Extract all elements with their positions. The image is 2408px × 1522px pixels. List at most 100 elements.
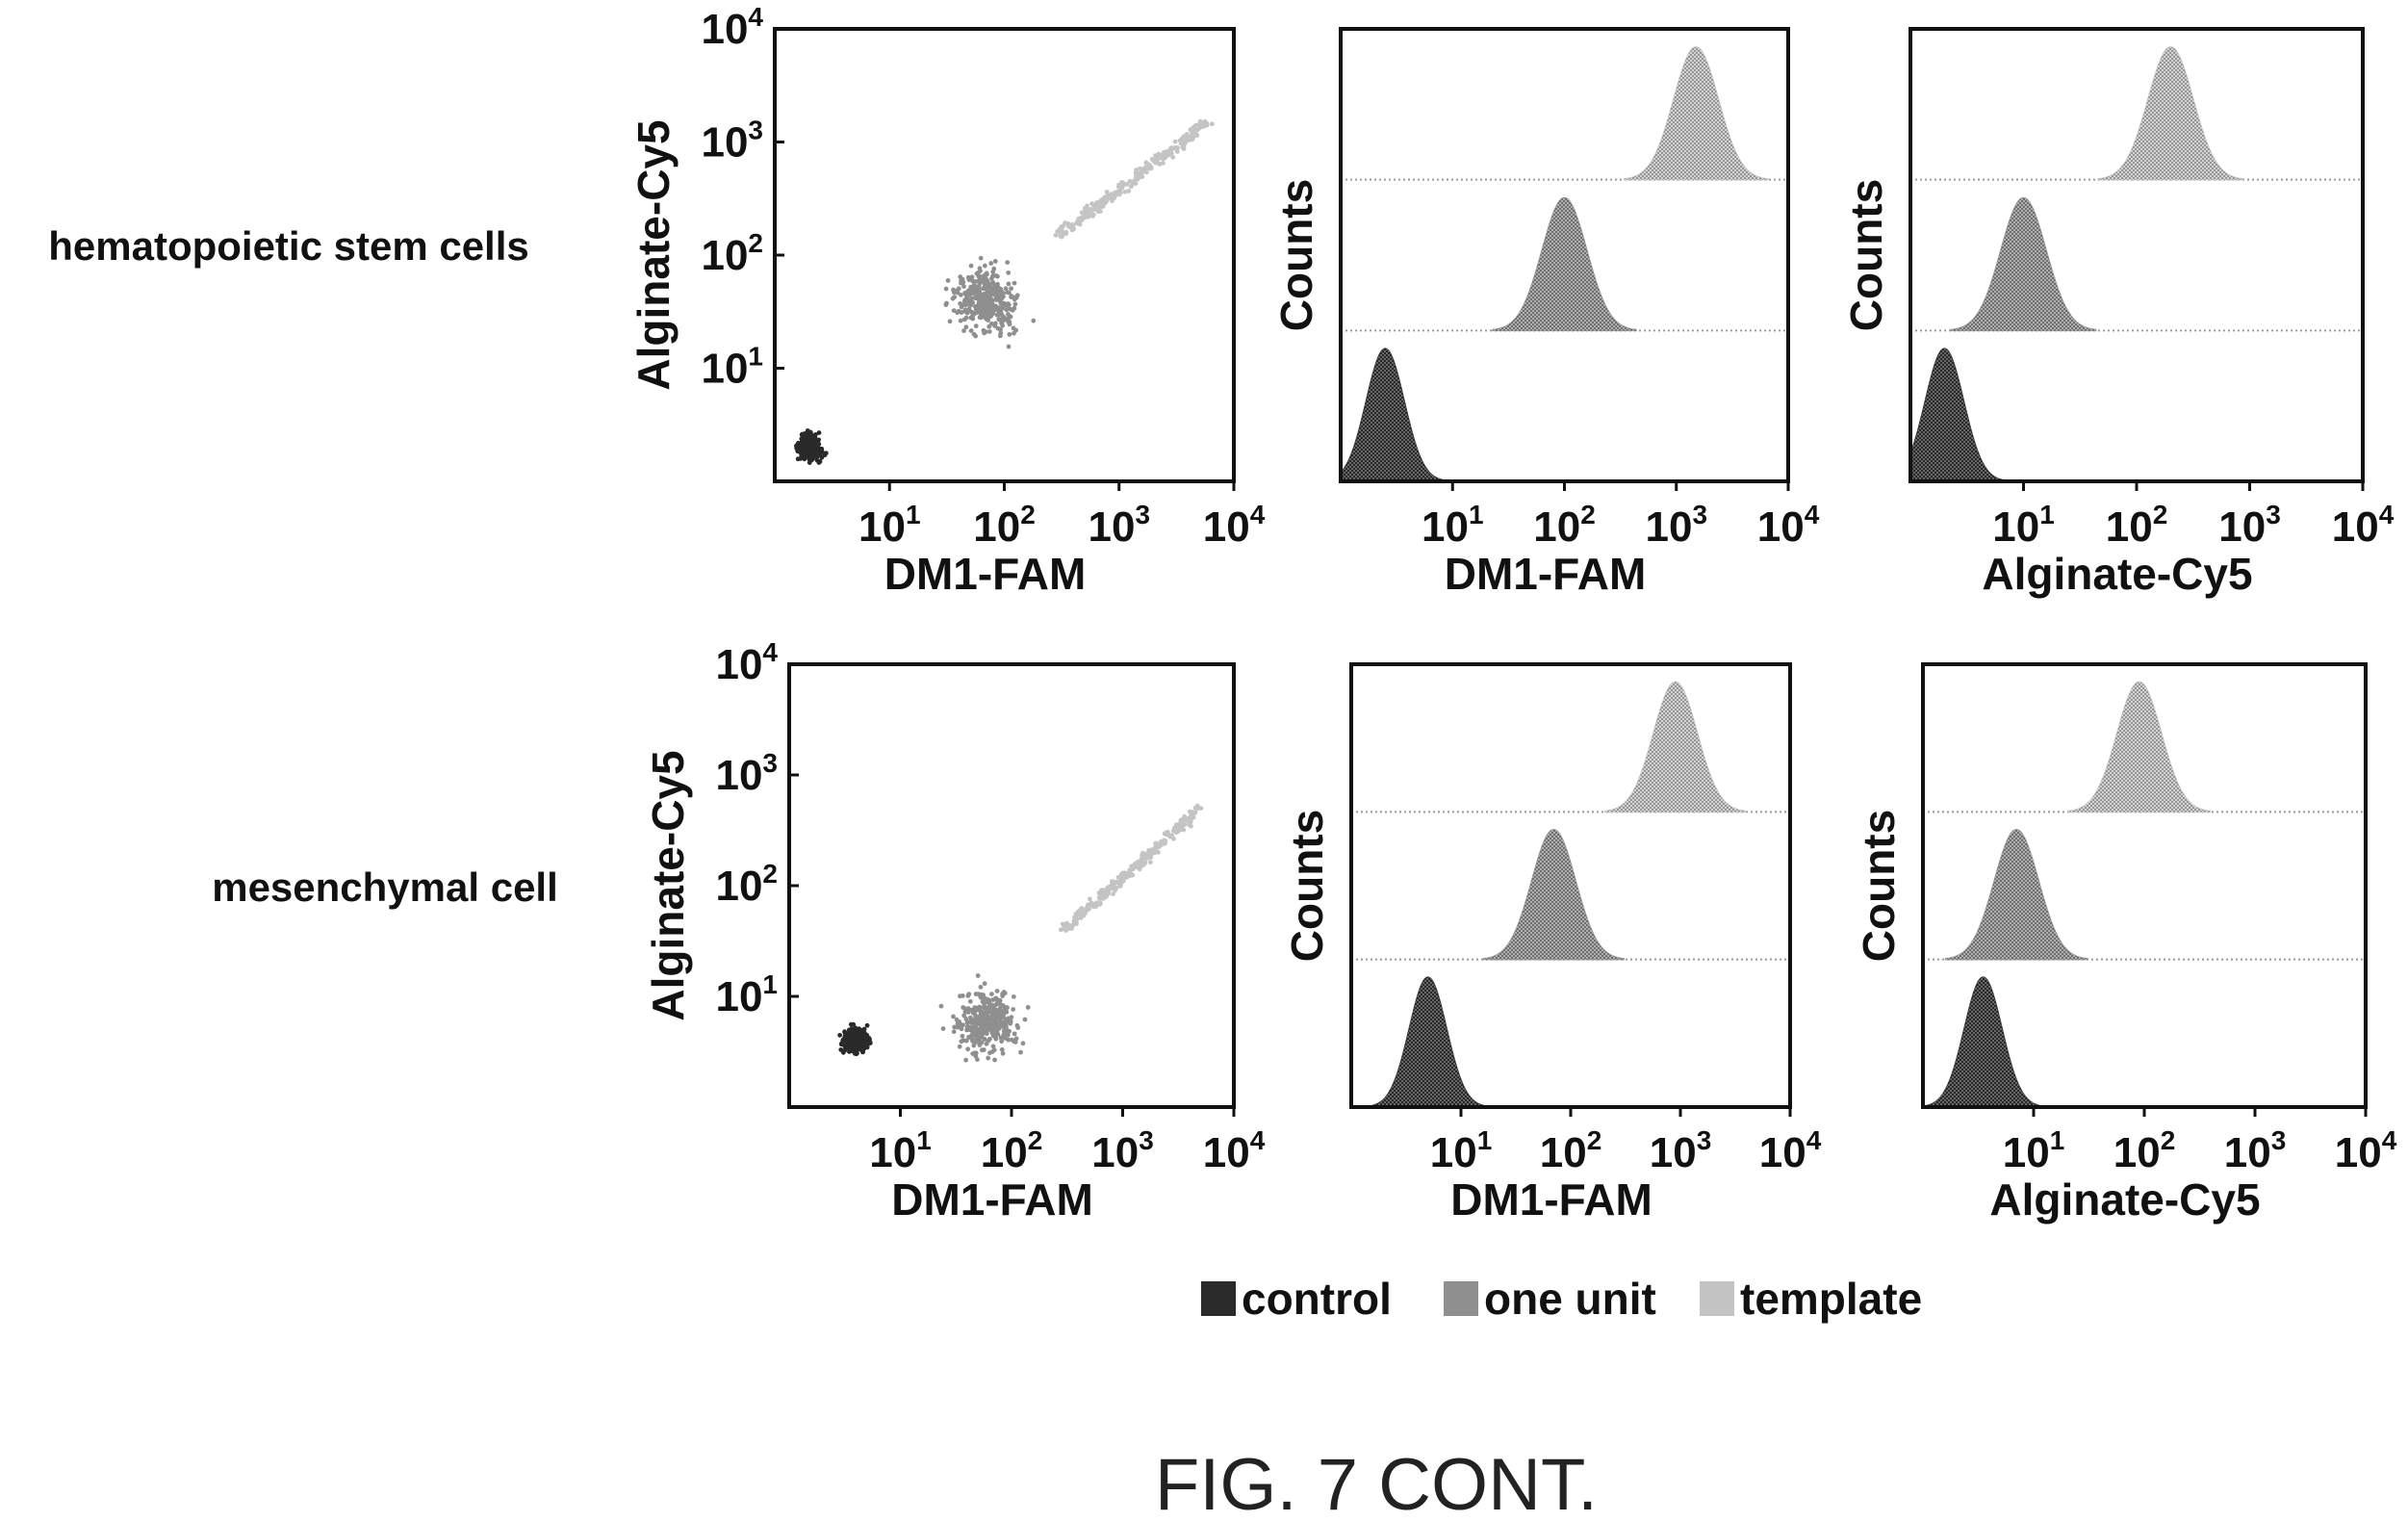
scatter-point bbox=[972, 1050, 977, 1056]
row-label-1: hematopoietic stem cells bbox=[48, 223, 529, 269]
scatter-point bbox=[1012, 1031, 1017, 1037]
scatter-point bbox=[1104, 190, 1110, 194]
legend-label-template: template bbox=[1740, 1274, 1922, 1324]
scatter-point bbox=[848, 1021, 854, 1027]
scatter-point bbox=[967, 998, 973, 1004]
y-tick-label: 103 bbox=[715, 748, 778, 799]
scatter-point bbox=[805, 451, 810, 457]
scatter-point bbox=[962, 1009, 968, 1015]
scatter-point bbox=[1014, 1022, 1020, 1028]
scatter-point bbox=[972, 1024, 977, 1029]
panel-4: 101 102 103 104 Alginate-Cy5 101 102 103 104 DM1-… bbox=[643, 637, 1266, 1225]
scatter-point bbox=[994, 312, 1000, 318]
scatter-point bbox=[801, 451, 806, 457]
scatter-point bbox=[968, 1026, 974, 1032]
scatter-point bbox=[992, 1057, 997, 1063]
panel-3: Counts 101 102 103 104 Alginate-Cy5 bbox=[1841, 27, 2395, 599]
scatter-point bbox=[996, 1011, 1002, 1016]
y-axis-label: Counts bbox=[1271, 179, 1321, 331]
scatter-point bbox=[1138, 861, 1143, 866]
scatter-point bbox=[1020, 1041, 1026, 1046]
scatter-point bbox=[969, 309, 975, 315]
scatter-point bbox=[1083, 212, 1089, 218]
legend-swatch-template bbox=[1700, 1281, 1734, 1316]
scatter-point bbox=[998, 294, 1004, 299]
scatter-point bbox=[976, 1029, 982, 1035]
scatter-point bbox=[964, 1027, 969, 1033]
scatter-point bbox=[1113, 190, 1117, 195]
scatter-point bbox=[1096, 894, 1102, 900]
plot-frame bbox=[1908, 27, 2365, 483]
scatter-point bbox=[999, 1039, 1005, 1045]
y-tick-label: 101 bbox=[701, 342, 763, 393]
scatter-point bbox=[1013, 295, 1019, 300]
scatter-point bbox=[991, 1027, 997, 1033]
scatter-point bbox=[838, 1047, 844, 1052]
scatter-point bbox=[958, 300, 963, 306]
scatter-point bbox=[961, 328, 966, 334]
scatter-point bbox=[973, 323, 979, 329]
scatter-point bbox=[1127, 867, 1133, 873]
x-tick-label: 101 bbox=[2003, 1125, 2065, 1176]
scatter-point bbox=[960, 1033, 965, 1039]
scatter-point bbox=[984, 1027, 989, 1033]
scatter-point bbox=[963, 1057, 969, 1063]
scatter-point bbox=[998, 1035, 1004, 1041]
scatter-point bbox=[991, 1047, 997, 1053]
scatter-point bbox=[849, 1038, 854, 1044]
scatter-point bbox=[861, 1026, 867, 1032]
scatter-point bbox=[1012, 301, 1018, 307]
scatter-point bbox=[819, 454, 825, 460]
scatter-point bbox=[988, 1002, 994, 1008]
scatter-point bbox=[969, 274, 975, 280]
scatter-point bbox=[1081, 913, 1087, 918]
scatter-point bbox=[986, 1055, 991, 1061]
scatter-point bbox=[958, 292, 963, 297]
scatter-point bbox=[995, 1015, 1001, 1020]
scatter-point bbox=[977, 280, 983, 286]
scatter-point bbox=[1005, 1016, 1011, 1021]
scatter-point bbox=[943, 286, 949, 292]
scatter-point bbox=[1011, 1007, 1016, 1012]
scatter-point bbox=[982, 291, 987, 297]
scatter-point bbox=[1058, 927, 1063, 933]
scatter-point bbox=[1000, 1050, 1006, 1056]
cluster-one-unit bbox=[943, 255, 1037, 349]
scatter-point bbox=[968, 328, 974, 333]
scatter-point bbox=[987, 313, 993, 318]
scatter-point bbox=[1006, 281, 1012, 287]
scatter-point bbox=[1005, 1032, 1011, 1038]
scatter-point bbox=[982, 1005, 987, 1011]
scatter-point bbox=[977, 295, 983, 300]
panel-1: 101 102 103 104 Alginate-Cy5 101 102 103 104 DM1-… bbox=[628, 2, 1266, 599]
figure-caption: FIG. 7 CONT. bbox=[1155, 1444, 1598, 1522]
scatter-point bbox=[1138, 864, 1143, 870]
scatter-point bbox=[1102, 200, 1107, 206]
scatter-point bbox=[997, 997, 1003, 1003]
x-tick-label: 103 bbox=[1088, 500, 1150, 551]
scatter-point bbox=[810, 454, 815, 460]
scatter-point bbox=[1084, 906, 1089, 912]
scatter-point bbox=[989, 992, 994, 996]
x-tick-label: 104 bbox=[2332, 500, 2395, 551]
scatter-point bbox=[959, 310, 964, 315]
legend-swatch-one-unit bbox=[1444, 1281, 1478, 1316]
scatter-point bbox=[987, 304, 992, 310]
scatter-point bbox=[1128, 184, 1134, 190]
scatter-point bbox=[1144, 856, 1150, 861]
scatter-point bbox=[857, 1045, 862, 1051]
scatter-point bbox=[807, 440, 812, 446]
scatter-point bbox=[973, 306, 979, 312]
scatter-point bbox=[979, 312, 985, 318]
x-tick-label: 104 bbox=[1203, 500, 1266, 551]
scatter-point bbox=[957, 1044, 962, 1049]
scatter-point bbox=[1058, 228, 1063, 234]
histogram-texture bbox=[1368, 977, 1488, 1107]
scatter-point bbox=[983, 271, 988, 277]
scatter-point bbox=[1173, 830, 1179, 836]
x-tick-label: 103 bbox=[1645, 500, 1707, 551]
scatter-point bbox=[963, 1017, 969, 1021]
scatter-point bbox=[977, 299, 982, 304]
scatter-point bbox=[999, 290, 1005, 295]
